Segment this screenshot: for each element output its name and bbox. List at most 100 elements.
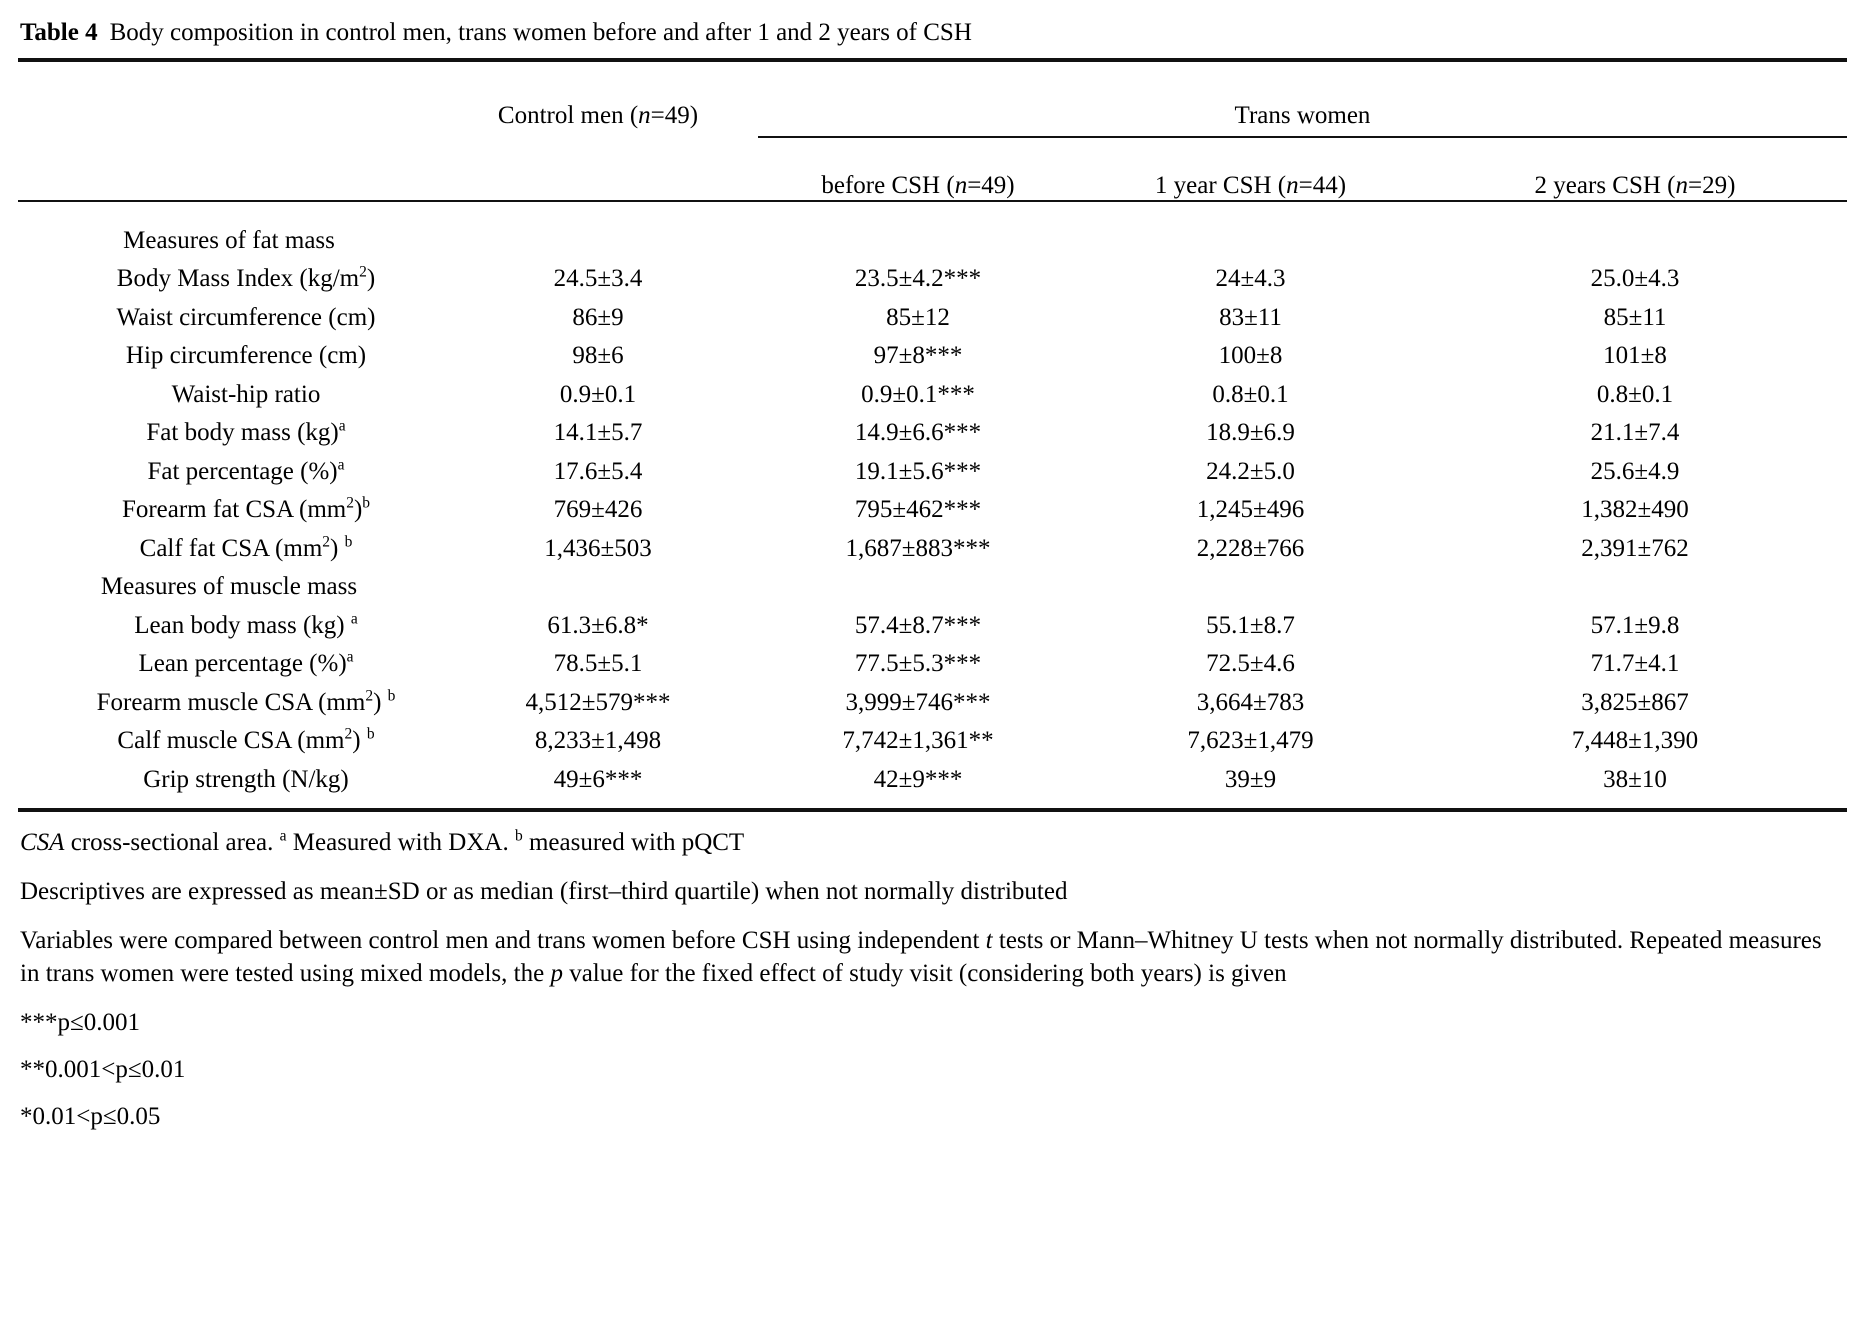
row-label-forearmfat-mid: ) (353, 496, 363, 523)
row-label-calffat-mid: ) (330, 534, 345, 562)
row-fat-group-v0 (438, 216, 758, 255)
row-whr-v2: 0.8±0.1 (1212, 380, 1289, 408)
table-row-lean-percentage: Lean percentage (%)a 78.5±5.1 77.5±5.3**… (18, 640, 1847, 679)
row-fat-group-v1 (758, 216, 1078, 255)
table-row-forearm-fat-csa: Forearm fat CSA (mm2)b 769±426 795±462**… (18, 486, 1847, 525)
table-row-fat-body-mass: Fat body mass (kg)a 14.1±5.7 14.9±6.6***… (18, 409, 1847, 448)
row-forearmfat-v0: 769±426 (553, 496, 643, 523)
table-row-group-fat: Measures of fat mass (18, 216, 1847, 255)
header-subrule-row (18, 130, 1847, 138)
table-row-lean-body-mass: Lean body mass (kg) a 61.3±6.8* 57.4±8.7… (18, 601, 1847, 640)
header-trans-women-label: Trans women (1234, 102, 1371, 129)
row-label-forearmmus-sup: 2 (365, 687, 374, 705)
footnote-abbreviations: CSA cross-sectional area. a Measured wit… (20, 826, 1847, 859)
row-label-hip: Hip circumference (cm) (125, 342, 367, 369)
header-subrule-cell (758, 130, 1847, 138)
row-label-calf-muscle-csa: Calf muscle CSA (mm2) b (18, 717, 438, 756)
table-row-group-muscle: Measures of muscle mass (18, 563, 1847, 602)
footnote-sig-1star: *0.01<p≤0.05 (20, 1102, 161, 1130)
table-row-fat-percentage: Fat percentage (%)a 17.6±5.4 19.1±5.6***… (18, 447, 1847, 486)
row-fatmass-v3: 21.1±7.4 (1590, 419, 1680, 446)
row-forearmfat-v2: 1,245±496 (1196, 496, 1305, 523)
row-forearmfat-v3: 1,382±490 (1581, 496, 1689, 523)
row-leanmass-v0: 61.3±6.8* (547, 611, 649, 639)
footnote-sig-3stars: ***p≤0.001 (20, 1008, 140, 1036)
row-label-calf-fat-csa: Calf fat CSA (mm2) b (18, 524, 438, 563)
footnote-abbrev-csa: CSA (20, 828, 65, 856)
row-hip-v3: 101±8 (1603, 342, 1667, 369)
footnote-descriptives: Descriptives are expressed as mean±SD or… (20, 877, 1068, 905)
header-two-years-csh: 2 years CSH (n=29) (1534, 172, 1736, 199)
footnote-abbrev-rest1: cross-sectional area. (64, 828, 280, 856)
row-muscle-group-v0 (438, 563, 758, 602)
table-row-hip: Hip circumference (cm) 98±6 97±8*** 100±… (18, 332, 1847, 371)
row-label-bmi-tail: ) (366, 265, 376, 292)
row-calffat-v2: 2,228±766 (1196, 534, 1305, 562)
row-label-fatmass-sup: a (338, 417, 346, 435)
row-label-forearmfat-sup2: b (362, 494, 371, 512)
row-label-leanmass-sup: a (350, 610, 358, 628)
table-row-bmi: Body Mass Index (kg/m2) 24.5±3.4 23.5±4.… (18, 255, 1847, 294)
header-blank-cell-3 (438, 138, 758, 200)
row-grip-v2: 39±9 (1224, 765, 1277, 793)
row-label-muscle-group: Measures of muscle mass (100, 573, 358, 600)
row-leanpct-v2: 72.5±4.6 (1206, 650, 1295, 677)
row-label-lean-percentage: Lean percentage (%)a (18, 640, 438, 679)
row-label-grip-strength: Grip strength (N/kg) (143, 765, 349, 793)
footnote-abbrev-rest3: measured with pQCT (522, 828, 745, 856)
row-bmi-v3: 25.0±4.3 (1590, 265, 1680, 292)
row-label-calfmus-mid: ) (352, 727, 367, 754)
row-calfmus-v3: 7,448±1,390 (1571, 727, 1699, 754)
row-fatpct-v1: 19.1±5.6*** (854, 457, 982, 485)
table-caption-label: Table 4 (20, 19, 98, 46)
header-subrule-spacer (18, 130, 438, 138)
row-label-waist: Waist circumference (cm) (116, 303, 376, 331)
row-hip-v0: 98±6 (572, 342, 624, 369)
row-label-forearm-muscle-csa: Forearm muscle CSA (mm2) b (18, 678, 438, 717)
row-muscle-group-v2 (1078, 563, 1423, 602)
row-waist-v3: 85±11 (1603, 303, 1667, 331)
row-label-calffat-sup2: b (344, 533, 353, 551)
row-forearmmus-v2: 3,664±783 (1196, 688, 1305, 716)
footnote-methods-t: t (985, 926, 993, 954)
row-label-calfmus-main: Calf muscle CSA (mm (117, 727, 345, 754)
row-bmi-v2: 24±4.3 (1215, 265, 1286, 292)
table-row-forearm-muscle-csa: Forearm muscle CSA (mm2) b 4,512±579*** … (18, 678, 1847, 717)
row-label-forearmfat-sup: 2 (346, 494, 354, 512)
table-row-whr: Waist-hip ratio 0.9±0.1 0.9±0.1*** 0.8±0… (18, 370, 1847, 409)
row-label-bmi-main: Body Mass Index (kg/m (116, 265, 360, 292)
row-label-lean-body-mass: Lean body mass (kg) a (18, 601, 438, 640)
row-leanmass-v2: 55.1±8.7 (1206, 611, 1295, 639)
row-label-leanpct-sup: a (346, 648, 354, 666)
row-calffat-v3: 2,391±762 (1581, 534, 1689, 562)
footnote-sup-b: b (514, 827, 523, 845)
row-label-leanpct-main: Lean percentage (%) (138, 650, 347, 677)
footnote-methods-part2: tests or Mann–Whitney U tests when not n… (20, 926, 1822, 987)
row-label-forearmmus-sup2: b (387, 687, 396, 705)
header-trans-women: Trans women (758, 62, 1847, 130)
row-label-fat-percentage: Fat percentage (%)a (18, 447, 438, 486)
row-label-calfmus-sup: 2 (344, 725, 353, 743)
row-label-bmi-sup: 2 (359, 263, 367, 281)
row-calffat-v0: 1,436±503 (544, 534, 652, 562)
header-row-primary: Control men (n=49) Trans women (18, 62, 1847, 130)
row-calfmus-v1: 7,742±1,361** (842, 727, 994, 754)
row-leanpct-v0: 78.5±5.1 (553, 650, 643, 677)
table-header-bottom-rule (18, 200, 1847, 202)
footnote-methods-p: p (550, 959, 563, 987)
header-control-men: Control men (n=49) (438, 62, 758, 130)
row-label-fatpct-main: Fat percentage (%) (147, 457, 338, 485)
row-forearmfat-v1: 795±462*** (854, 496, 982, 523)
row-bmi-v0: 24.5±3.4 (553, 265, 643, 292)
table-row-calf-muscle-csa: Calf muscle CSA (mm2) b 8,233±1,498 7,74… (18, 717, 1847, 756)
row-label-forearmfat-main: Forearm fat CSA (mm (121, 496, 347, 523)
row-leanmass-v1: 57.4±8.7*** (854, 611, 982, 639)
table-row-calf-fat-csa: Calf fat CSA (mm2) b 1,436±503 1,687±883… (18, 524, 1847, 563)
table-body: Measures of fat mass Body Mass Index (kg… (18, 216, 1847, 794)
footnote-abbrev-rest2: Measured with DXA. (286, 828, 515, 856)
footnote-methods: Variables were compared between control … (20, 924, 1847, 990)
row-leanmass-v3: 57.1±9.8 (1590, 611, 1680, 639)
row-calfmus-v2: 7,623±1,479 (1187, 727, 1314, 754)
row-waist-v1: 85±12 (886, 303, 950, 331)
